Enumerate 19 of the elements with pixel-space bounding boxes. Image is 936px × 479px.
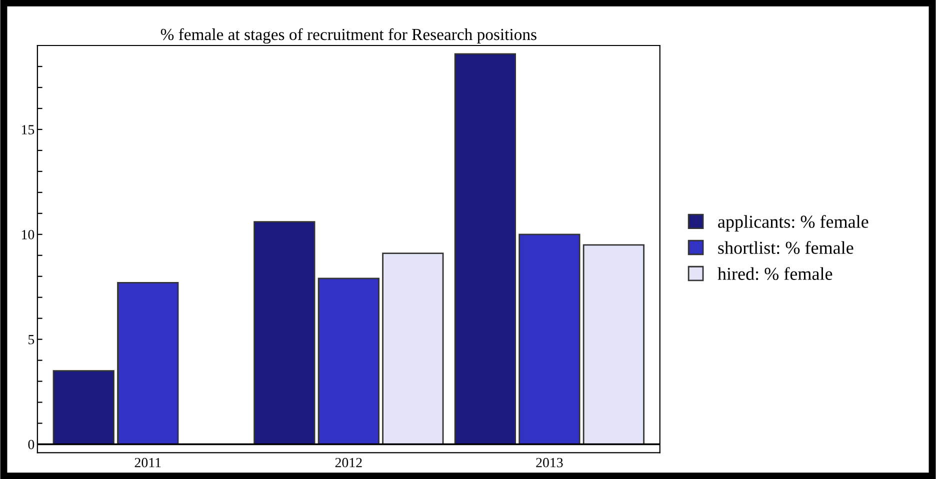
chart-title: % female at stages of recruitment for Research positions xyxy=(160,28,536,44)
bar xyxy=(117,282,179,445)
bar xyxy=(382,252,444,445)
y-tick-label: 0 xyxy=(28,440,34,450)
bar xyxy=(318,278,380,445)
bar xyxy=(254,221,316,445)
legend-label: applicants: % female xyxy=(718,214,868,232)
bar xyxy=(52,370,114,445)
x-tick-label: 2012 xyxy=(335,458,362,468)
y-tick-label: 10 xyxy=(22,230,34,240)
x-tick-label: 2011 xyxy=(134,458,161,468)
bar xyxy=(518,234,580,445)
legend-label: hired: % female xyxy=(718,267,832,280)
legend-label: shortlist: % female xyxy=(718,241,854,254)
y-tick-label: 15 xyxy=(22,125,34,134)
bar xyxy=(582,244,645,445)
y-tick-label: 5 xyxy=(28,335,34,344)
x-tick-label: 2013 xyxy=(536,458,563,468)
bar xyxy=(454,53,516,445)
